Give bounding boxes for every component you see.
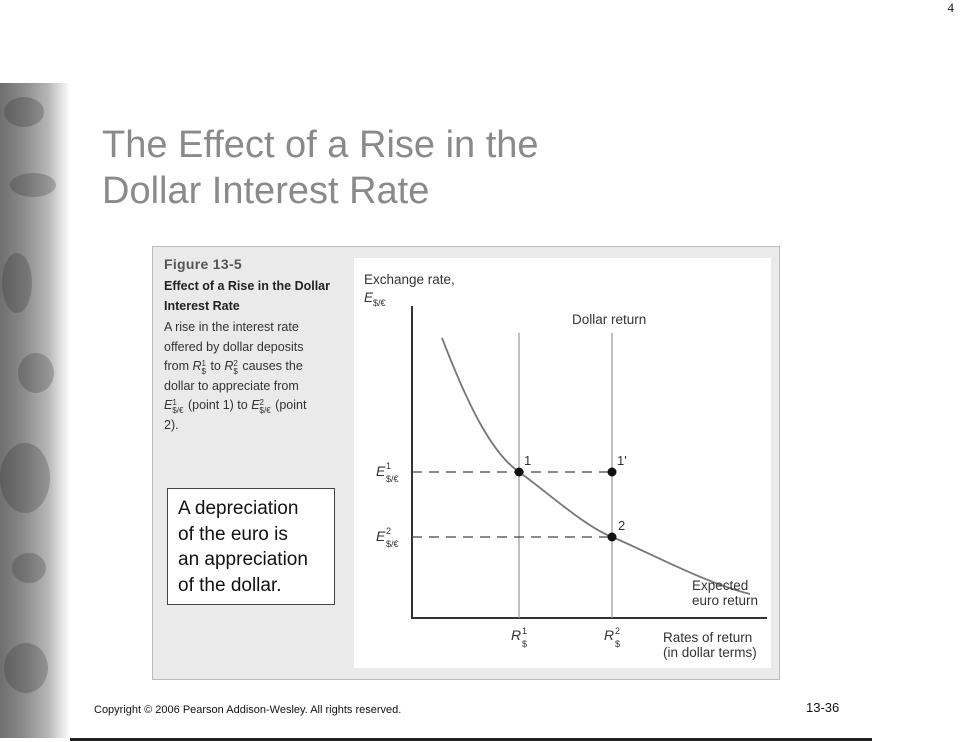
caption-line-1: A rise in the interest rate — [164, 320, 299, 334]
callout-box: A depreciation of the euro is an appreci… — [167, 488, 335, 605]
e1-sup: 1 — [386, 461, 391, 471]
r2-sup: 2 — [615, 626, 620, 636]
figure-panel: Figure 13-5 Effect of a Rise in the Doll… — [152, 246, 780, 680]
callout-line-3: an appreciation — [178, 549, 308, 570]
slide-number: 13-36 — [806, 700, 840, 715]
figure-title-line-2: Interest Rate — [164, 299, 240, 313]
caption-e-symbol-1: E — [164, 398, 173, 412]
r1-symbol: R — [511, 627, 521, 643]
point-2-marker — [607, 532, 617, 542]
caption-e2-scripts: 2 $/€ — [260, 399, 271, 415]
caption-e1-sub: $/€ — [172, 406, 184, 415]
point-1-prime-marker — [607, 467, 617, 477]
caption-line-6: 2). — [164, 417, 179, 432]
x-axis-label-line-2: (in dollar terms) — [663, 645, 757, 660]
caption-line-3: from R 1 $ to R 2 $ causes the — [164, 357, 344, 377]
callout-line-2: of the euro is — [178, 523, 288, 545]
y-axis-sub: $/€ — [373, 298, 386, 308]
caption-e1-scripts: 1 $/€ — [172, 399, 183, 415]
caption-r-symbol-2: R — [224, 359, 234, 373]
caption-e2-sup: 2 — [259, 398, 264, 407]
point-2-label: 2 — [618, 518, 625, 533]
caption-r1-sub: $ — [201, 367, 206, 376]
expected-euro-return-label-line-1: Expected — [692, 578, 748, 593]
caption-from: from — [164, 359, 189, 373]
expected-euro-return-label-line-2: euro return — [692, 593, 758, 608]
figure-text: Figure 13-5 Effect of a Rise in the Doll… — [164, 256, 344, 435]
point-1-prime-label: 1' — [617, 453, 627, 468]
caption-r1-scripts: 1 $ — [202, 360, 206, 376]
caption-e2-sub: $/€ — [259, 406, 271, 415]
footer-rule — [70, 738, 872, 741]
callout-text: A depreciation of the euro is an appreci… — [178, 496, 308, 598]
r2-symbol: R — [604, 627, 614, 643]
slide-title: The Effect of a Rise in the Dollar Inter… — [102, 122, 722, 214]
y-axis-label-line-1: Exchange rate, — [364, 272, 455, 287]
e2-sup: 2 — [386, 526, 391, 536]
copyright-notice: Copyright © 2006 Pearson Addison-Wesley.… — [94, 704, 402, 716]
caption-r-symbol-1: R — [192, 359, 202, 373]
expected-euro-return-curve — [441, 337, 751, 595]
slide-title-line-1: The Effect of a Rise in the — [102, 124, 539, 166]
figure-title-line-1: Effect of a Rise in the Dollar — [164, 279, 331, 293]
callout-line-4: of the dollar. — [178, 574, 282, 596]
point-1-marker — [514, 467, 524, 477]
diagram-area: Exchange rate, E $/€ Dollar return 1 1' … — [354, 258, 771, 668]
callout-line-1: A depreciation — [178, 498, 299, 519]
caption-r2-sub: $ — [233, 367, 238, 376]
r1-sub: $ — [522, 639, 527, 649]
r2-sub: $ — [615, 639, 620, 649]
caption-to: to — [210, 359, 221, 373]
x-axis-label-line-1: Rates of return — [663, 630, 752, 645]
caption-causes-the: causes the — [242, 359, 303, 373]
figure-title: Effect of a Rise in the Dollar Interest … — [164, 276, 344, 316]
caption-line-2: offered by dollar deposits — [164, 339, 304, 354]
caption-point-open: (point — [275, 398, 307, 412]
decorative-side-strip — [0, 83, 70, 738]
dollar-return-label: Dollar return — [572, 312, 646, 327]
page-number: 4 — [947, 0, 955, 15]
exchange-rate-diagram: Exchange rate, E $/€ Dollar return 1 1' … — [364, 272, 767, 660]
r1-sup: 1 — [522, 626, 527, 636]
slide-title-line-2: Dollar Interest Rate — [102, 170, 430, 212]
y-axis-symbol: E — [364, 290, 374, 305]
caption-line-5: E 1 $/€ (point 1) to E 2 $/€ (point — [164, 396, 344, 416]
e2-sub: $/€ — [386, 539, 399, 549]
caption-r2-scripts: 2 $ — [233, 360, 237, 376]
caption-point-1-to: (point 1) to — [187, 398, 248, 412]
caption-e-symbol-2: E — [251, 398, 260, 412]
point-1-label: 1 — [524, 453, 531, 468]
caption-e1-sup: 1 — [172, 398, 177, 407]
figure-caption: A rise in the interest rate offered by d… — [164, 318, 344, 435]
e1-symbol: E — [376, 463, 386, 479]
caption-r2-sup: 2 — [233, 359, 238, 368]
caption-line-4: dollar to appreciate from — [164, 378, 299, 393]
e1-sub: $/€ — [386, 474, 399, 484]
figure-number: Figure 13-5 — [164, 256, 242, 272]
e2-symbol: E — [376, 528, 386, 544]
caption-r1-sup: 1 — [201, 359, 206, 368]
